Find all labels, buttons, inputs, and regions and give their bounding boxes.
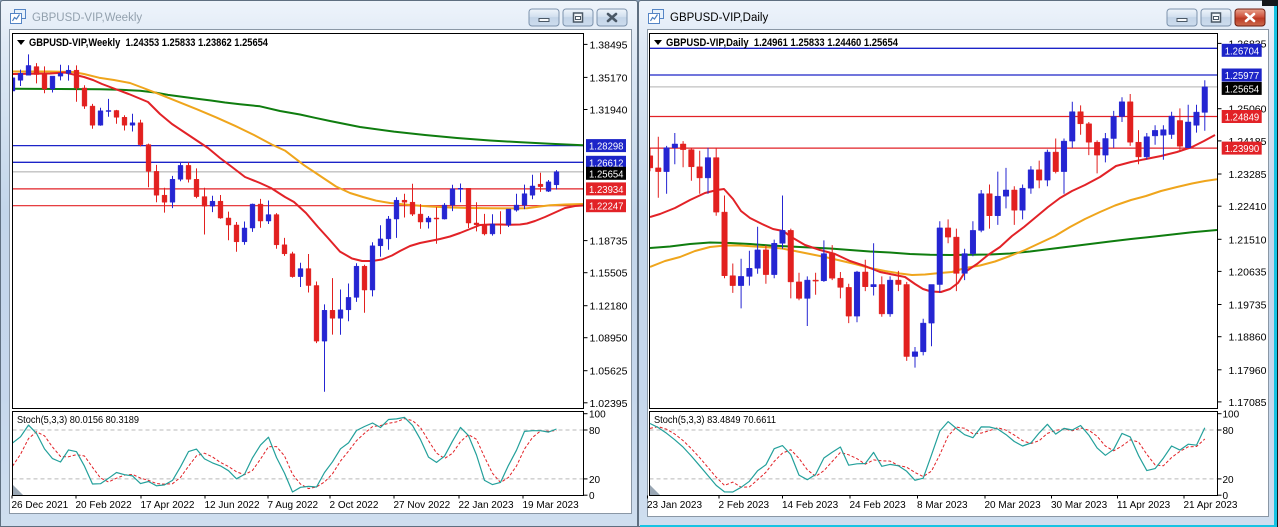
svg-text:GBPUSD-VIP,Weekly: GBPUSD-VIP,Weekly [32, 12, 142, 24]
svg-text:20: 20 [1223, 475, 1235, 486]
svg-text:GBPUSD-VIP,Daily 1.24961 1.25: GBPUSD-VIP,Daily 1.24961 1.25833 1.24460… [666, 37, 899, 49]
svg-text:7 Aug 2022: 7 Aug 2022 [268, 500, 319, 511]
svg-text:1.22410: 1.22410 [1229, 201, 1267, 213]
svg-text:1.26704: 1.26704 [1225, 45, 1260, 57]
svg-text:17 Apr 2022: 17 Apr 2022 [141, 500, 195, 511]
svg-text:19 Mar 2023: 19 Mar 2023 [523, 500, 580, 511]
svg-text:1.25977: 1.25977 [1225, 70, 1260, 82]
svg-text:14 Feb 2023: 14 Feb 2023 [782, 500, 839, 511]
svg-text:1.23285: 1.23285 [1229, 169, 1267, 181]
svg-text:80: 80 [1223, 426, 1235, 437]
svg-text:Stoch(5,3,3) 80.0156 80.3189: Stoch(5,3,3) 80.0156 80.3189 [17, 414, 139, 426]
svg-text:1.05625: 1.05625 [590, 366, 628, 378]
svg-text:0: 0 [1223, 491, 1229, 502]
svg-text:11 Apr 2023: 11 Apr 2023 [1117, 500, 1171, 511]
svg-text:1.19735: 1.19735 [1229, 300, 1267, 312]
svg-text:1.26612: 1.26612 [589, 157, 624, 169]
svg-text:1.28298: 1.28298 [589, 141, 624, 153]
svg-text:22 Jan 2023: 22 Jan 2023 [459, 500, 514, 511]
svg-text:80: 80 [589, 426, 601, 437]
svg-text:1.12180: 1.12180 [590, 301, 628, 313]
svg-text:1.23934: 1.23934 [589, 184, 624, 196]
svg-text:1.02395: 1.02395 [590, 398, 628, 410]
svg-text:1.17085: 1.17085 [1229, 397, 1267, 409]
svg-text:1.08950: 1.08950 [590, 333, 628, 345]
svg-text:1.35170: 1.35170 [590, 72, 628, 84]
svg-text:1.22247: 1.22247 [589, 201, 624, 213]
svg-text:30 Mar 2023: 30 Mar 2023 [1051, 500, 1108, 511]
svg-text:27 Nov 2022: 27 Nov 2022 [394, 500, 451, 511]
svg-text:1.18735: 1.18735 [590, 236, 628, 248]
svg-text:1.24849: 1.24849 [1225, 112, 1260, 124]
svg-text:2 Feb 2023: 2 Feb 2023 [719, 500, 770, 511]
svg-text:2 Oct 2022: 2 Oct 2022 [330, 500, 379, 511]
svg-text:20: 20 [589, 475, 601, 486]
svg-text:12 Jun 2022: 12 Jun 2022 [205, 500, 260, 511]
svg-text:Stoch(5,3,3) 83.4849 70.6611: Stoch(5,3,3) 83.4849 70.6611 [654, 414, 776, 426]
svg-text:1.21510: 1.21510 [1229, 234, 1267, 246]
svg-text:20 Feb 2022: 20 Feb 2022 [76, 500, 133, 511]
svg-text:100: 100 [589, 410, 606, 421]
svg-text:1.17960: 1.17960 [1229, 365, 1267, 377]
svg-text:23 Jan 2023: 23 Jan 2023 [647, 500, 702, 511]
svg-text:GBPUSD-VIP,Daily: GBPUSD-VIP,Daily [670, 12, 768, 24]
svg-text:1.18860: 1.18860 [1229, 332, 1267, 344]
svg-text:26 Dec 2021: 26 Dec 2021 [12, 500, 69, 511]
svg-text:1.25654: 1.25654 [1225, 83, 1260, 95]
svg-text:21 Apr 2023: 21 Apr 2023 [1184, 500, 1238, 511]
svg-text:1.38495: 1.38495 [590, 39, 628, 51]
svg-text:1.15505: 1.15505 [590, 268, 628, 280]
svg-text:0: 0 [589, 491, 595, 502]
svg-text:GBPUSD-VIP,Weekly 1.24353 1.2: GBPUSD-VIP,Weekly 1.24353 1.25833 1.2386… [29, 37, 269, 49]
svg-text:24 Feb 2023: 24 Feb 2023 [850, 500, 907, 511]
svg-text:8 Mar 2023: 8 Mar 2023 [917, 500, 968, 511]
svg-text:20 Mar 2023: 20 Mar 2023 [985, 500, 1042, 511]
svg-text:1.20635: 1.20635 [1229, 266, 1267, 278]
svg-text:1.23990: 1.23990 [1225, 143, 1260, 155]
svg-text:1.25654: 1.25654 [589, 168, 624, 180]
svg-text:1.31940: 1.31940 [590, 105, 628, 117]
svg-text:100: 100 [1223, 410, 1240, 421]
